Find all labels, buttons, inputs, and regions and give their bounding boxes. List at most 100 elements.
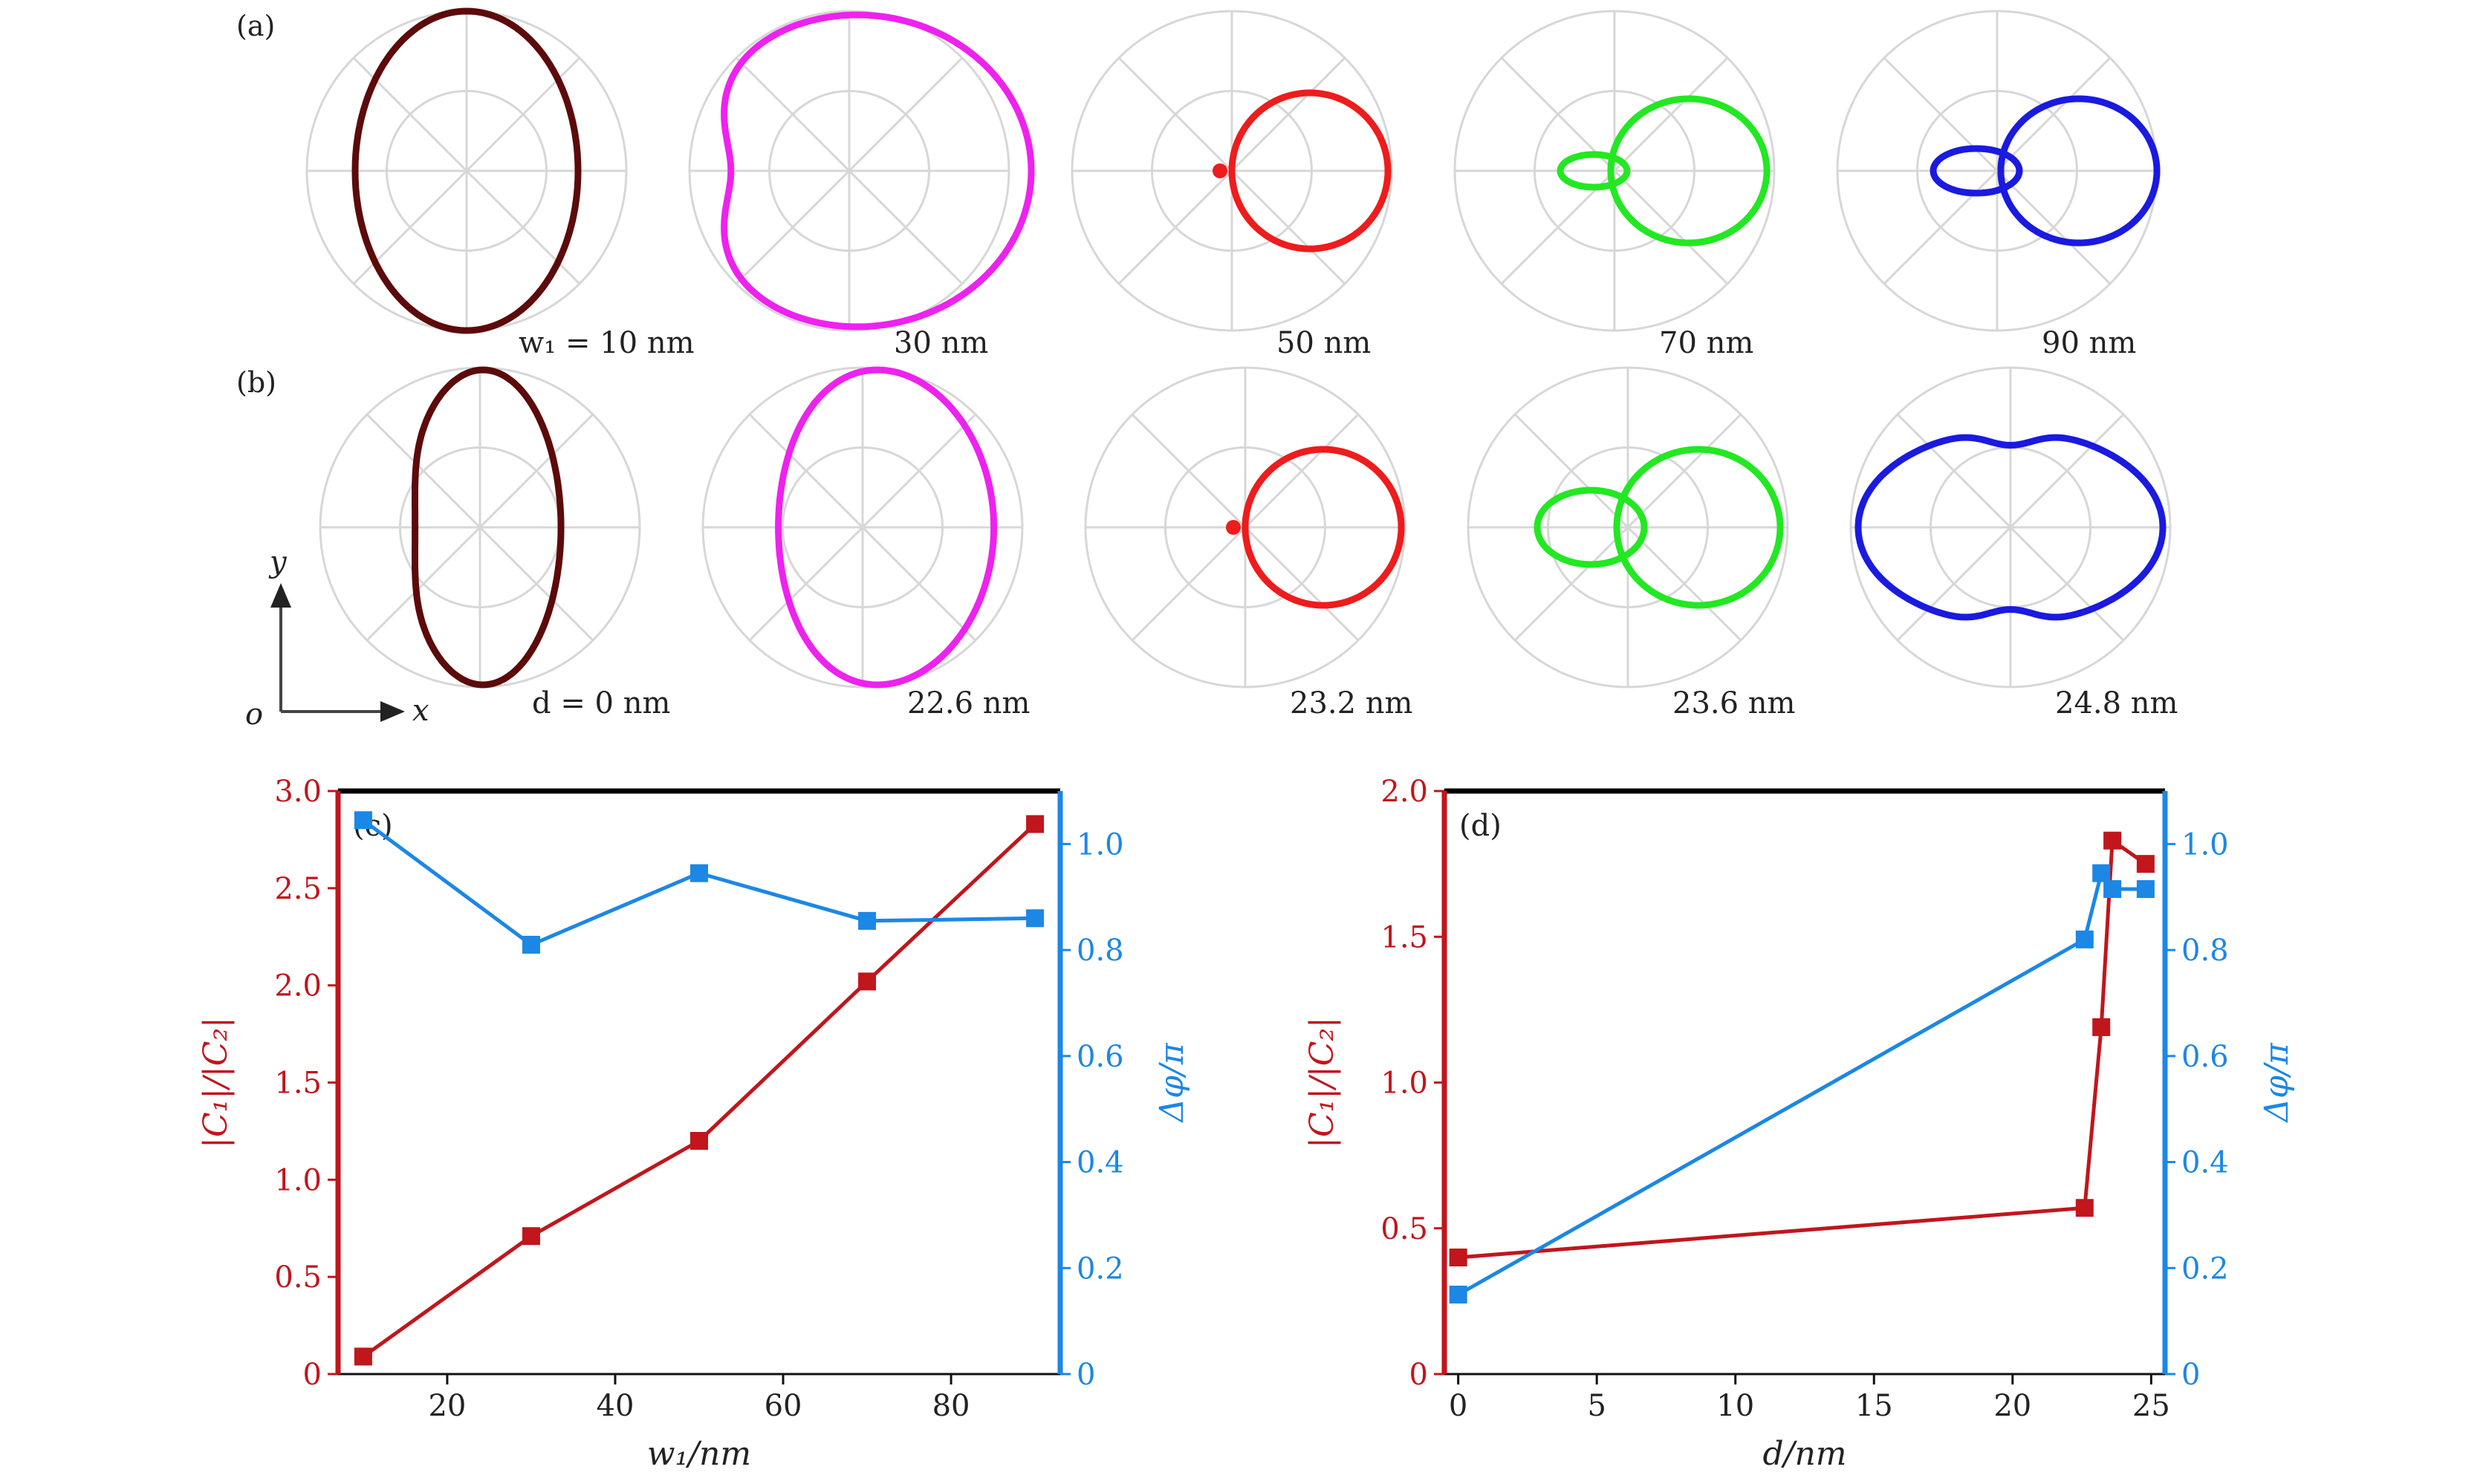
panel-a-label: (a) bbox=[236, 10, 275, 42]
series-right-line bbox=[362, 819, 1036, 947]
y-tick-label-left: 1.5 bbox=[1380, 920, 1428, 954]
x-tick-label: 15 bbox=[1855, 1389, 1893, 1423]
polar-plot-a-4: 70 nm bbox=[1453, 10, 1776, 360]
polar-plot-b-5: 24.8 nm bbox=[1849, 366, 2178, 720]
y-tick-label-left: 1.5 bbox=[274, 1067, 322, 1101]
x-axis-label: d/nm bbox=[1762, 1435, 1846, 1473]
y-tick-label-right: 0 bbox=[1077, 1358, 1095, 1392]
y-tick-label-right: 1.0 bbox=[1077, 827, 1124, 862]
series-left-marker bbox=[354, 1347, 372, 1366]
polar-caption-a-3: 50 nm bbox=[1276, 326, 1371, 360]
y-tick-label-left: 1.0 bbox=[274, 1163, 322, 1197]
polar-minor-lobe-a-5 bbox=[1930, 145, 2023, 197]
polar-tip-b-3 bbox=[1226, 520, 1241, 535]
y-tick-label-right: 0.6 bbox=[1077, 1040, 1124, 1074]
polar-lobe-b-1 bbox=[412, 366, 565, 689]
x-tick-label: 60 bbox=[765, 1389, 802, 1423]
series-left-marker bbox=[2092, 1018, 2111, 1036]
y-tick-label-right: 0.4 bbox=[1077, 1146, 1124, 1180]
axis-indicator-y-arrow bbox=[270, 583, 291, 608]
polar-caption-b-2: 22.6 nm bbox=[907, 686, 1030, 720]
y-tick-label-left: 2.0 bbox=[1380, 775, 1428, 809]
polar-lobe-b-2 bbox=[775, 366, 998, 689]
series-right-marker bbox=[690, 864, 708, 882]
polar-caption-b-3: 23.2 nm bbox=[1290, 686, 1412, 720]
y-tick-label-left: 0 bbox=[303, 1358, 322, 1392]
y-axis-label-right: Δφ/π bbox=[2258, 1042, 2296, 1123]
polar-caption-b-1: d = 0 nm bbox=[532, 686, 670, 720]
polar-caption-a-1: w₁ = 10 nm bbox=[519, 326, 695, 360]
axis-indicator-y-label: y bbox=[268, 545, 288, 579]
y-tick-label-right: 0.2 bbox=[2181, 1252, 2229, 1286]
axis-indicator-x-label: x bbox=[412, 694, 429, 728]
chart-c: 20 40 60 80 0 0.5 1.0 1.5 2.0 2.5 3.0 0 0.2 0.4 0.6 0.8… bbox=[197, 775, 1191, 1473]
polar-lobe-b-3 bbox=[1242, 446, 1405, 609]
y-tick-label-left: 0 bbox=[1409, 1358, 1428, 1392]
polar-lobe-a-1 bbox=[351, 7, 582, 334]
series-right-marker bbox=[522, 935, 540, 954]
x-tick-label: 25 bbox=[2132, 1389, 2170, 1423]
series-right-marker bbox=[354, 811, 372, 830]
x-tick-label: 10 bbox=[1716, 1389, 1754, 1423]
polar-lobe-a-3 bbox=[1228, 89, 1392, 253]
polar-caption-a-2: 30 nm bbox=[894, 326, 988, 360]
polar-lobe-b-4 bbox=[1613, 446, 1784, 609]
polar-grid-spoke bbox=[352, 56, 581, 285]
y-tick-label-right: 0.8 bbox=[2181, 934, 2229, 968]
chart-panel-label: (d) bbox=[1459, 809, 1502, 843]
polar-grid-spoke bbox=[735, 56, 964, 285]
polar-minor-lobe-b-4 bbox=[1534, 486, 1648, 568]
y-tick-label-right: 1.0 bbox=[2181, 827, 2229, 862]
polar-row-a: w₁ = 10 nm 30 nm 50 nm 70 nm 90 nm bbox=[305, 7, 2161, 360]
polar-caption-b-4: 23.6 nm bbox=[1672, 686, 1795, 720]
series-right-marker bbox=[2075, 930, 2094, 948]
series-left-marker bbox=[1026, 815, 1045, 833]
series-left-line bbox=[1458, 837, 2147, 1260]
series-left-marker bbox=[2136, 855, 2155, 873]
y-tick-label-left: 1.0 bbox=[1380, 1067, 1428, 1101]
polar-plot-a-1: w₁ = 10 nm bbox=[305, 7, 695, 360]
y-axis-label-left: |C₁|/|C₂| bbox=[197, 1017, 235, 1148]
y-tick-label-right: 0.8 bbox=[1077, 934, 1124, 968]
x-axis-label: w₁/nm bbox=[647, 1435, 751, 1473]
x-tick-label: 20 bbox=[428, 1389, 466, 1423]
y-tick-label-right: 0.4 bbox=[2181, 1146, 2229, 1180]
series-left-marker bbox=[690, 1132, 708, 1150]
y-tick-label-left: 2.5 bbox=[274, 872, 322, 906]
y-tick-label-right: 0.2 bbox=[1077, 1252, 1124, 1286]
series-left-marker bbox=[1449, 1249, 1467, 1266]
series-left-marker bbox=[2075, 1199, 2094, 1217]
polar-tip-a-3 bbox=[1213, 163, 1227, 178]
polar-lobe-a-5 bbox=[1997, 95, 2161, 247]
polar-grid-spoke bbox=[366, 413, 594, 642]
polar-lobe-a-2 bbox=[721, 11, 1035, 331]
polar-grid-spoke bbox=[1896, 413, 2125, 642]
y-tick-label-left: 0.5 bbox=[1380, 1212, 1428, 1246]
x-tick-label: 40 bbox=[597, 1389, 635, 1423]
polar-plot-b-2: 22.6 nm bbox=[701, 366, 1030, 720]
axis-indicator-origin: o bbox=[245, 697, 263, 732]
series-right-marker bbox=[858, 911, 877, 930]
series-left-marker bbox=[2103, 831, 2122, 850]
polar-plot-b-3: 23.2 nm bbox=[1084, 366, 1412, 720]
polar-plot-a-2: 30 nm bbox=[688, 10, 1035, 360]
chart-d: 0 5 10 15 20 25 0 0.5 1.0 1.5 2.0 0 0.2 0.4 0.6 0.8 1.0 (… bbox=[1303, 775, 2296, 1473]
polar-caption-b-5: 24.8 nm bbox=[2055, 686, 2178, 720]
series-right-marker bbox=[1449, 1285, 1467, 1304]
polar-caption-a-5: 90 nm bbox=[2042, 326, 2136, 360]
y-tick-label-left: 3.0 bbox=[274, 775, 322, 809]
y-tick-label-left: 2.0 bbox=[274, 969, 322, 1003]
series-left-marker bbox=[858, 972, 877, 991]
x-tick-label: 20 bbox=[1993, 1389, 2031, 1423]
polar-grid-spoke bbox=[1883, 56, 2112, 285]
polar-plot-a-5: 90 nm bbox=[1836, 10, 2161, 360]
panel-b-label: (b) bbox=[236, 366, 276, 399]
x-tick-label: 80 bbox=[932, 1389, 970, 1423]
x-tick-label: 5 bbox=[1587, 1389, 1606, 1423]
polar-plot-a-3: 50 nm bbox=[1071, 10, 1393, 360]
polar-plot-b-4: 23.6 nm bbox=[1467, 366, 1795, 720]
polar-caption-a-4: 70 nm bbox=[1659, 326, 1753, 360]
y-tick-label-left: 0.5 bbox=[274, 1260, 322, 1295]
polar-lobe-b-5 bbox=[1854, 434, 2167, 621]
